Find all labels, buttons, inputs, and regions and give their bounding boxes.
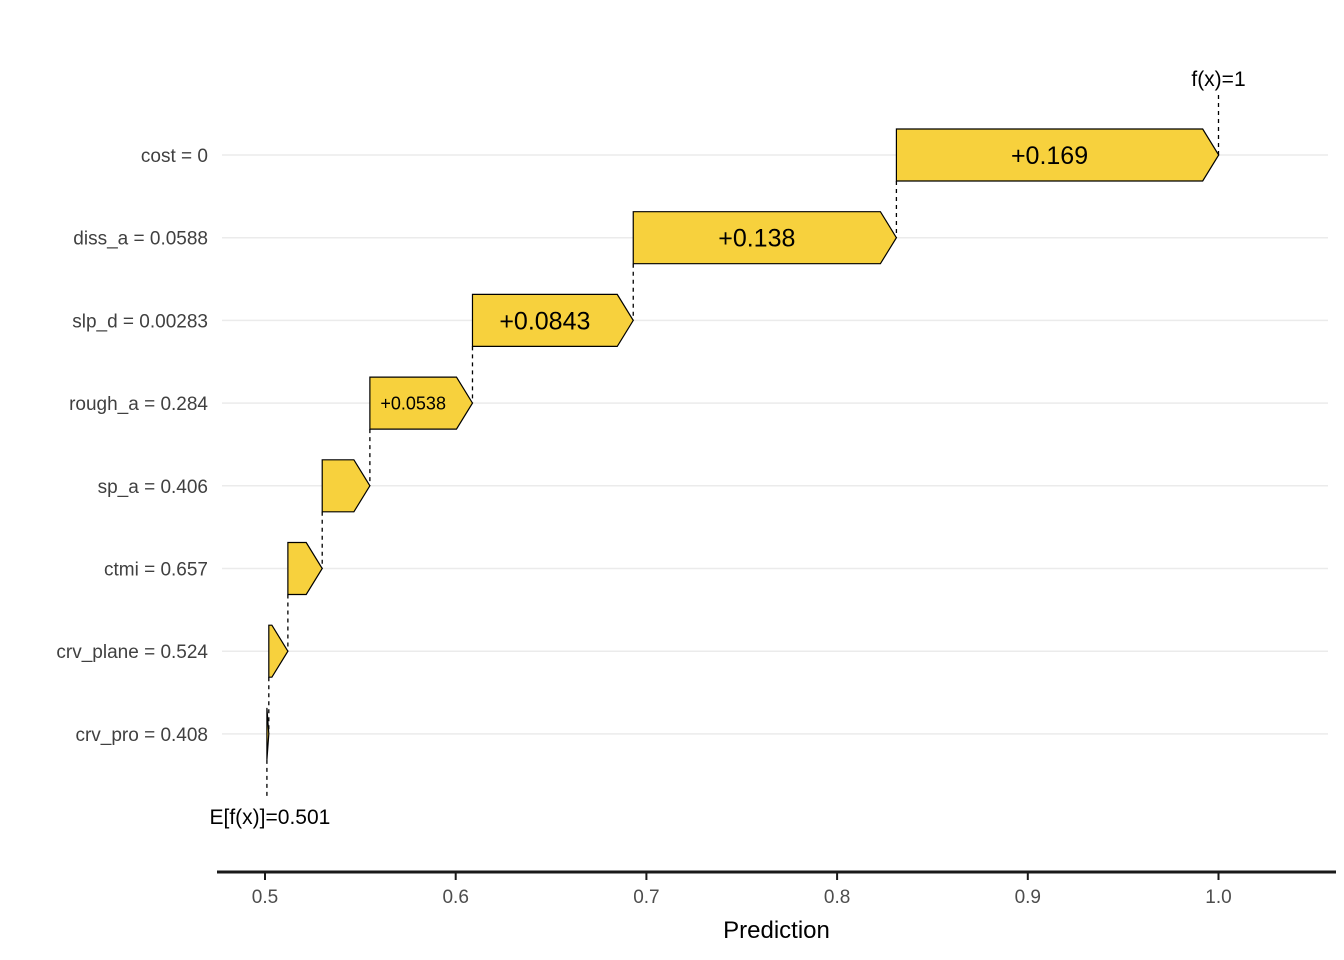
y-axis-label: rough_a = 0.284 xyxy=(69,394,208,415)
waterfall-bar xyxy=(895,128,1220,182)
y-axis-label: ctmi = 0.657 xyxy=(104,560,208,581)
waterfall-bar xyxy=(471,293,634,347)
x-axis-tick-label: 0.9 xyxy=(1015,887,1041,908)
y-axis-label: slp_d = 0.00283 xyxy=(72,311,208,332)
y-axis-label: cost = 0 xyxy=(141,146,208,167)
y-axis-label: sp_a = 0.406 xyxy=(98,477,208,498)
waterfall-bar xyxy=(369,376,474,430)
fx-annotation: f(x)=1 xyxy=(1191,68,1245,91)
x-axis-tick-label: 0.6 xyxy=(442,887,468,908)
x-axis-tick-label: 0.5 xyxy=(252,887,278,908)
bar-value-label: +0.138 xyxy=(718,225,795,253)
y-axis-label: diss_a = 0.0588 xyxy=(73,229,208,250)
x-axis-tick-label: 0.7 xyxy=(633,887,659,908)
bar-value-label: +0.169 xyxy=(1011,142,1088,170)
y-axis-label: crv_pro = 0.408 xyxy=(75,725,208,746)
waterfall-bar xyxy=(321,459,371,513)
x-axis-tick-label: 1.0 xyxy=(1205,887,1231,908)
efx-annotation: E[f(x)]=0.501 xyxy=(210,806,331,829)
waterfall-bar xyxy=(266,707,270,760)
x-axis-title: Prediction xyxy=(723,917,830,944)
bar-value-label: +0.0843 xyxy=(499,307,590,335)
y-axis-label: crv_plane = 0.524 xyxy=(56,642,208,663)
waterfall-bar xyxy=(268,624,289,678)
waterfall-bar xyxy=(632,211,898,265)
bar-value-label: +0.0538 xyxy=(380,394,446,414)
waterfall-bar xyxy=(287,541,323,596)
x-axis-tick-label: 0.8 xyxy=(824,887,850,908)
